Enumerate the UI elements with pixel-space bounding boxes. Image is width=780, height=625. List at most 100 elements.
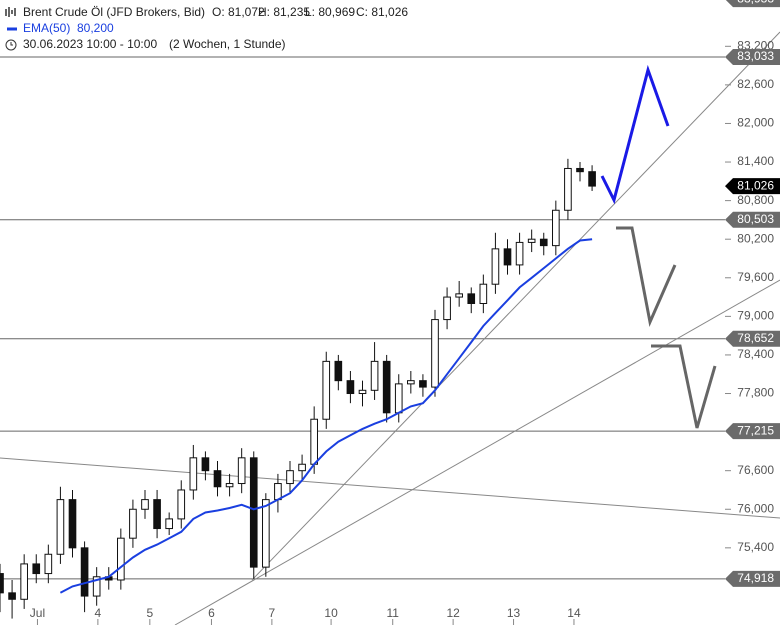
last-price-badge [725,178,780,195]
icon [5,39,17,51]
candle-body [129,508,137,539]
x-tick-label: Jul [30,606,45,620]
instrument: Brent Crude Öl (JFD Brokers, Bid) [23,5,205,19]
scenario-down [651,344,717,429]
candle-body [298,463,306,472]
last-price-label: 81,026 [737,178,774,192]
ohlc: L: 80,969 [305,5,355,19]
candle-body [588,171,596,187]
candle-body [286,470,294,485]
x-tick-label: 13 [507,606,521,620]
range: (2 Wochen, 1 Stunde) [169,37,286,51]
candle-body [177,489,186,520]
y-tick-label: 76,600 [737,463,774,477]
x-tick-label: 4 [95,606,102,620]
trendline [0,457,780,519]
candle-body [237,457,246,485]
candle-body [274,483,282,501]
candle-body [334,360,343,382]
candle-body [455,293,463,298]
level-label: 74,918 [737,571,774,585]
trendline [174,279,780,625]
level-label: 80,503 [737,212,774,226]
x-tick-label: 12 [446,606,460,620]
axes: 83,200 82,600 82,000 81,400 80,800 80,200 79,6… [30,0,780,625]
candle-body [117,537,125,581]
x-tick-label: 10 [324,606,338,620]
candle-body [419,380,427,388]
ohlc: H: 81,235 [258,5,310,19]
level-label: 78,652 [737,331,774,345]
candle-body [189,457,198,491]
candle-body [310,418,318,465]
y-tick-label: 83,200 [737,38,774,52]
candle-body [539,238,548,247]
y-tick-label: 75,400 [737,540,774,554]
x-tick-label: 5 [146,606,153,620]
candle-body [8,592,16,600]
candle-body [431,319,439,388]
candle-body [443,296,451,321]
candle-body [407,380,415,385]
y-tick-label: 82,000 [737,116,774,130]
candle-body [262,499,270,568]
level-badge [725,211,780,228]
legend-bg [0,0,305,54]
candle-body [249,457,258,568]
candle-body [92,576,101,597]
candle-body [322,360,331,420]
level-label: 83,933 [737,0,774,5]
candle-body [479,283,488,304]
icon [10,42,13,46]
y-tick-label: 81,400 [737,154,774,168]
candle-body [32,563,41,575]
scenario-up [600,64,670,205]
x-tick-label: 7 [269,606,276,620]
level-badge [725,49,780,66]
y-tick-label: 79,000 [737,309,774,323]
icon [5,7,16,17]
legend-value: 80,200 [77,21,114,35]
candle-body [491,248,500,285]
candle-body [382,360,391,414]
candle-body [358,389,367,395]
y-tick-label: 80,200 [737,231,774,245]
candle-body [0,573,4,594]
ohlc: C: 81,026 [356,5,408,19]
candle-body [201,457,210,472]
scenario-down [616,226,677,328]
level-label: 77,215 [737,423,774,437]
candle-body [44,553,53,575]
period: 30.06.2023 10:00 - 10:00 [23,37,157,51]
candle-body [346,380,355,395]
legend: Brent Crude Öl (JFD Brokers, Bid) O: 81,… [5,5,408,51]
plot [0,158,596,619]
candle-body [467,293,476,304]
y-tick-label: 80,800 [737,193,774,207]
candle-body [165,518,173,530]
candle-body [394,383,403,414]
candle-body [225,483,234,488]
trendline [251,31,780,581]
candle-body [213,470,222,488]
candle-body [56,499,65,555]
ema-line [59,238,593,594]
candle-body [68,499,77,549]
candle-body [141,499,149,510]
y-tick-label: 76,000 [737,501,774,515]
y-tick-label: 77,800 [737,386,774,400]
candle-body [153,499,161,530]
level-badge [725,423,780,440]
candle-body [20,563,28,600]
candle-body [515,241,524,266]
level-label: 83,033 [737,49,774,63]
candle-body [527,238,536,243]
x-tick-label: 6 [208,606,215,620]
candle-body [370,360,379,391]
level-badge [725,0,780,8]
level-badge [725,570,780,587]
level-badge [725,330,780,347]
y-tick-label: 79,600 [737,270,774,284]
